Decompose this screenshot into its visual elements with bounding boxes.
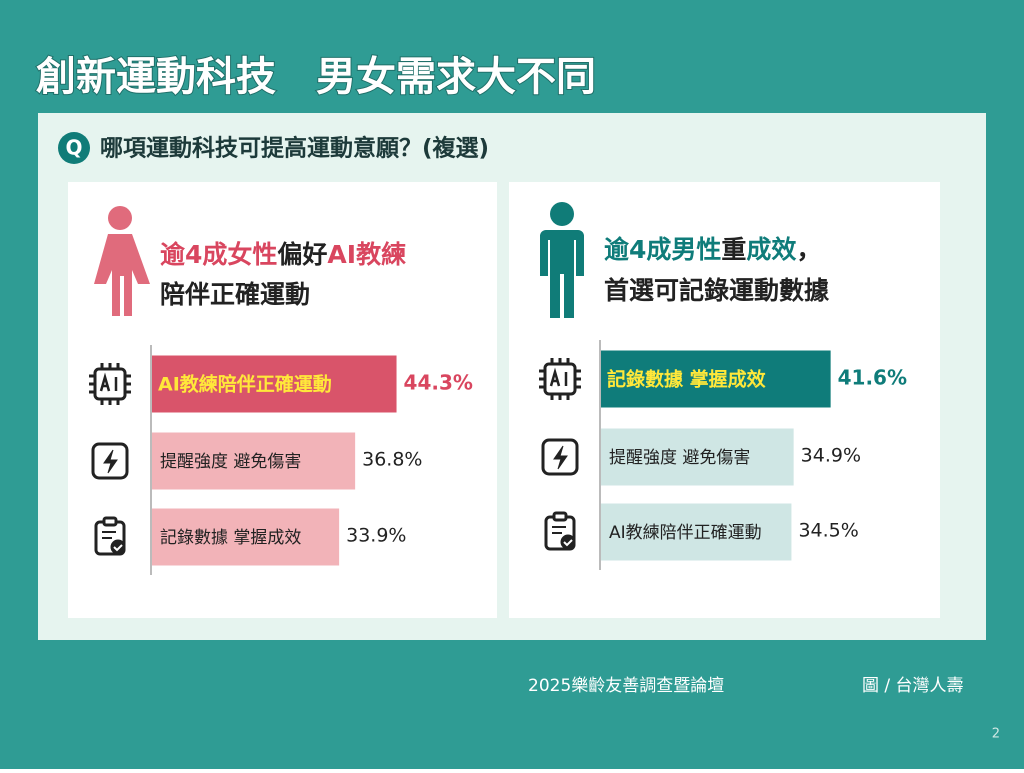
headline: 陪伴正確運動	[160, 280, 310, 309]
value-label: 34.5%	[798, 520, 858, 542]
bar	[601, 350, 831, 408]
clipboard-check	[110, 539, 126, 555]
bar-label: AI教練陪伴正確運動	[158, 373, 332, 396]
headline-part: 逾4成男性	[604, 235, 721, 264]
headline: 逾4成女性偏好AI教練	[160, 240, 406, 269]
bolt-icon	[541, 438, 579, 476]
ai-icon-letters	[99, 372, 118, 392]
q-icon: Q	[65, 136, 82, 160]
bar	[152, 432, 356, 490]
ai-icon-letters	[549, 367, 568, 387]
bar	[152, 508, 340, 566]
headline-part: ，	[796, 235, 821, 264]
bar-label: 提醒強度 避免傷害	[609, 448, 750, 468]
bar-label: 提醒強度 避免傷害	[160, 452, 301, 472]
footer-credit: 圖 / 台灣人壽	[862, 676, 964, 696]
q-badge	[58, 132, 90, 164]
headline: 逾4成男性重成效，	[604, 235, 821, 264]
icons	[89, 358, 581, 556]
headline-part: 重	[721, 235, 746, 264]
value-label: 41.6%	[838, 366, 907, 390]
headline: 首選可記錄運動數據	[604, 276, 830, 305]
question: 哪項運動科技可提高運動意願？(複選)	[100, 135, 489, 162]
clipboard-check	[560, 534, 576, 550]
bar	[152, 355, 397, 413]
main-title: 創新運動科技 男女需求大不同	[36, 54, 596, 100]
value-label: 34.9%	[801, 445, 861, 467]
page-number: 2	[992, 727, 1000, 742]
female-icon	[94, 206, 150, 316]
headline-part: 首選可記錄運動數據	[604, 276, 830, 305]
clipboard-check-mark	[113, 544, 123, 552]
bar	[601, 503, 792, 561]
headline-part: 成效	[746, 235, 796, 264]
headline-part: 陪伴正確運動	[160, 280, 310, 309]
headline-part: 逾4成女性	[160, 240, 277, 269]
value-label: 36.8%	[362, 449, 422, 471]
clipboard-clip	[552, 511, 568, 522]
clipboard-check-mark	[563, 539, 573, 547]
bar-label: AI教練陪伴正確運動	[609, 523, 762, 543]
value-label: 44.3%	[404, 371, 473, 395]
headline-part: 偏好	[277, 240, 327, 269]
bolt-icon-mark	[103, 449, 118, 474]
bolt-icon-mark	[553, 445, 568, 470]
bar-label: 記錄數據 掌握成效	[607, 368, 766, 391]
bar-label: 記錄數據 掌握成效	[160, 528, 301, 548]
headline-part: AI教練	[327, 240, 406, 269]
bar	[601, 428, 794, 486]
male-icon	[540, 202, 584, 318]
value-label: 33.9%	[346, 525, 406, 547]
clipboard-clip	[102, 516, 118, 527]
bolt-icon	[91, 442, 129, 480]
footer-source: 2025樂齡友善調查暨論壇	[528, 676, 724, 696]
